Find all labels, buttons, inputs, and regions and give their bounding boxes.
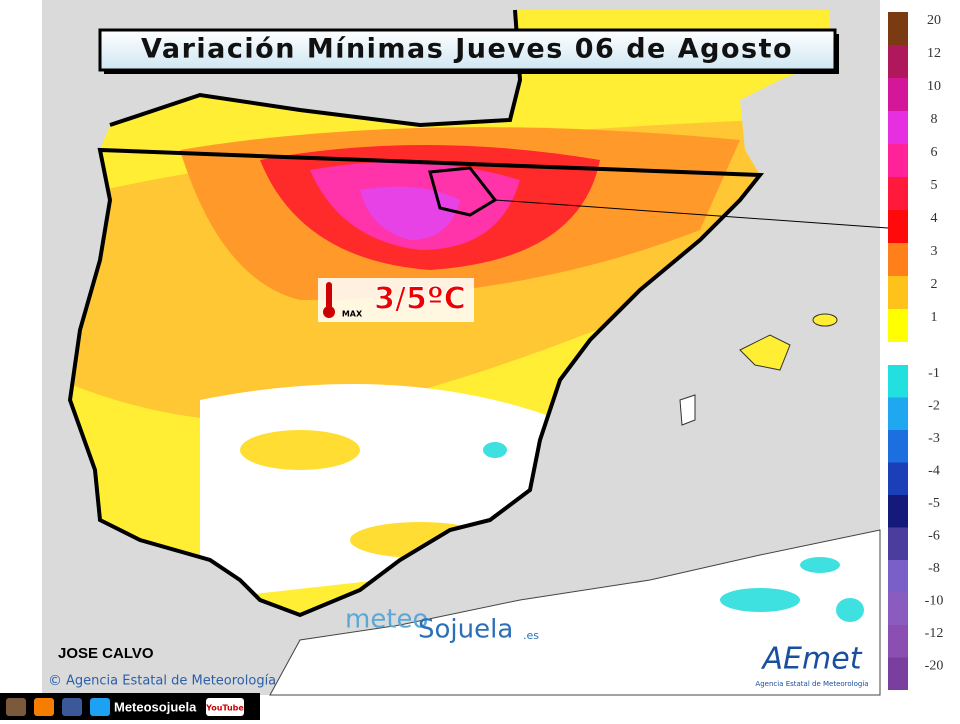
legend-swatch	[888, 78, 908, 111]
youtube-icon[interactable]	[206, 698, 244, 716]
legend-swatch	[888, 210, 908, 243]
legend-label: -20	[925, 659, 944, 674]
menorca	[812, 313, 838, 327]
legend-label: -1	[928, 366, 940, 381]
youtube-label: YouTube	[205, 704, 244, 713]
legend-label: 4	[931, 211, 938, 226]
legend-label: -5	[928, 496, 940, 511]
legend-label: -10	[925, 594, 944, 609]
legend-swatch	[888, 592, 908, 625]
legend-label: -12	[925, 626, 944, 641]
north-africa	[269, 529, 881, 696]
aemet-caption: Agencia Estatal de Meteorología	[755, 680, 868, 688]
instagram-icon[interactable]	[6, 698, 26, 716]
legend-swatch	[888, 243, 908, 276]
legend-swatch	[888, 657, 908, 690]
legend-swatch	[888, 560, 908, 593]
author: JOSE CALVO	[58, 645, 154, 662]
legend-swatch	[888, 365, 908, 398]
legend-swatch	[888, 111, 908, 144]
legend-swatch	[888, 495, 908, 528]
africa-cold-spots	[720, 557, 864, 622]
watermark-suffix: .es	[523, 629, 539, 642]
balearic-islands	[739, 334, 791, 371]
aemet-logo: AEmet	[761, 642, 863, 677]
source: Agencia Estatal de Meteorología	[66, 674, 276, 689]
legend-label: -4	[928, 464, 940, 479]
legend-swatch	[888, 309, 908, 342]
color-legend: 20 12 10 8 6 5 4 3 2 1 -1 -2 -3 -4 -5 -6 -8 -10 -12 -20	[888, 12, 943, 690]
legend-label: 8	[931, 112, 938, 127]
legend-label: 6	[931, 145, 938, 160]
watermark-meteo: meteo	[345, 605, 428, 635]
logo-box	[748, 635, 878, 690]
blogger-icon[interactable]	[34, 698, 54, 716]
legend-label: 2	[931, 277, 938, 292]
legend-swatch	[888, 625, 908, 658]
annotation-box	[318, 278, 474, 322]
legend-swatch	[888, 12, 908, 45]
facebook-icon[interactable]	[62, 698, 82, 716]
legend-label: 5	[931, 178, 938, 193]
legend-swatch	[888, 177, 908, 210]
legend-label: -3	[928, 431, 940, 446]
footer-site: Meteosojuela	[114, 699, 197, 714]
ibiza	[679, 394, 696, 426]
legend-label: -2	[928, 399, 940, 414]
legend-label: 12	[927, 46, 941, 61]
la-rioja-outline	[428, 166, 498, 217]
legend-label: 20	[927, 13, 941, 28]
legend-label: 10	[927, 79, 941, 94]
twitter-icon[interactable]	[90, 698, 110, 716]
legend-swatch	[888, 462, 908, 495]
legend-label: -6	[928, 529, 940, 544]
pointer-line	[494, 199, 889, 229]
legend-label: 1	[931, 310, 938, 325]
legend-swatch	[888, 45, 908, 78]
title-box	[98, 28, 837, 72]
thermometer-bulb	[323, 306, 335, 318]
legend-swatch	[888, 527, 908, 560]
map-title: Variación Mínimas Jueves 06 de Agosto	[141, 34, 793, 65]
max-label: MAX	[342, 310, 363, 319]
annotation-text: 3/5ºC	[374, 282, 466, 317]
thermometer-icon	[326, 282, 332, 310]
legend-swatch	[888, 430, 908, 463]
copyright: ©	[48, 673, 62, 689]
legend-label: 3	[931, 244, 938, 259]
legend-label: -8	[928, 561, 940, 576]
legend-swatch	[888, 397, 908, 430]
legend-swatch	[888, 144, 908, 177]
coastline	[67, 9, 765, 618]
watermark-sojuela: Sojuela	[418, 615, 513, 645]
legend-swatch	[888, 276, 908, 309]
